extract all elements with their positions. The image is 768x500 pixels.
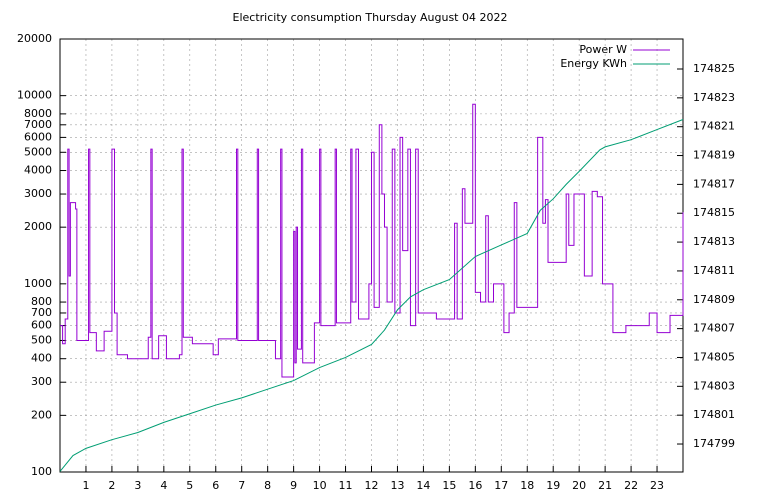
y2-tick-label: 174813 [693, 235, 735, 248]
x-tick-label: 22 [624, 479, 638, 492]
y2-tick-label: 174803 [693, 379, 735, 392]
x-tick-label: 4 [160, 479, 167, 492]
y2-tick-label: 174799 [693, 437, 735, 450]
x-tick-label: 7 [238, 479, 245, 492]
y2-tick-label: 174819 [693, 149, 735, 162]
y-tick-label: 700 [31, 306, 52, 319]
x-tick-label: 1 [82, 479, 89, 492]
y-tick-label: 2000 [24, 220, 52, 233]
y-tick-label: 5000 [24, 145, 52, 158]
x-tick-label: 14 [416, 479, 430, 492]
y2-tick-label: 174817 [693, 177, 735, 190]
y-tick-label: 6000 [24, 130, 52, 143]
y2-tick-label: 174815 [693, 206, 735, 219]
y-tick-label: 4000 [24, 164, 52, 177]
y-tick-label: 300 [31, 375, 52, 388]
y-tick-label: 100 [31, 465, 52, 478]
x-tick-label: 15 [442, 479, 456, 492]
x-tick-label: 16 [468, 479, 482, 492]
y-tick-label: 1000 [24, 277, 52, 290]
x-tick-label: 17 [494, 479, 508, 492]
x-tick-label: 8 [264, 479, 271, 492]
x-tick-label: 2 [108, 479, 115, 492]
y-tick-label: 8000 [24, 107, 52, 120]
y2-tick-label: 174811 [693, 264, 735, 277]
x-tick-label: 6 [212, 479, 219, 492]
y-tick-label: 800 [31, 295, 52, 308]
y2-tick-label: 174825 [693, 62, 735, 75]
y-tick-label: 7000 [24, 118, 52, 131]
chart-title: Electricity consumption Thursday August … [233, 11, 508, 24]
y-tick-label: 600 [31, 319, 52, 332]
x-tick-label: 3 [134, 479, 141, 492]
x-tick-label: 10 [313, 479, 327, 492]
x-tick-label: 18 [520, 479, 534, 492]
x-tick-label: 20 [572, 479, 586, 492]
legend-label: Power W [579, 43, 627, 56]
y-tick-label: 20000 [17, 32, 52, 45]
x-tick-label: 23 [650, 479, 664, 492]
y2-tick-label: 174801 [693, 408, 735, 421]
y-tick-label: 400 [31, 352, 52, 365]
x-tick-label: 12 [365, 479, 379, 492]
legend-label: Energy KWh [560, 57, 627, 70]
y-tick-label: 3000 [24, 187, 52, 200]
y-tick-label: 200 [31, 408, 52, 421]
series-line [59, 119, 684, 472]
x-tick-label: 5 [186, 479, 193, 492]
y-tick-label: 500 [31, 333, 52, 346]
x-tick-label: 9 [290, 479, 297, 492]
x-tick-label: 19 [546, 479, 560, 492]
y2-tick-label: 174807 [693, 322, 735, 335]
x-tick-label: 11 [339, 479, 353, 492]
x-tick-label: 21 [598, 479, 612, 492]
y-tick-label: 10000 [17, 89, 52, 102]
y2-tick-label: 174805 [693, 350, 735, 363]
y2-tick-label: 174821 [693, 120, 735, 133]
y2-tick-label: 174823 [693, 91, 735, 104]
y2-tick-label: 174809 [693, 293, 735, 306]
x-tick-label: 13 [390, 479, 404, 492]
series-line [60, 103, 684, 378]
